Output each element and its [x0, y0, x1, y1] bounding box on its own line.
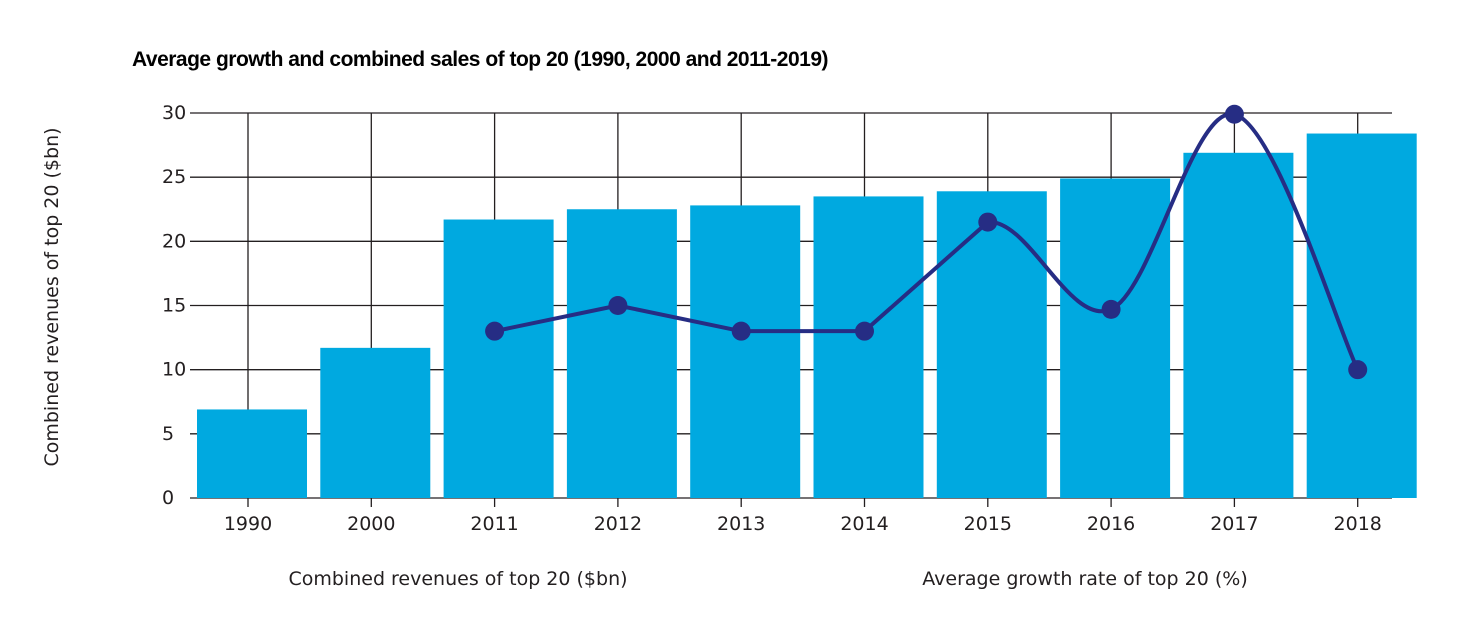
bar: [1306, 133, 1417, 499]
bar: [566, 209, 677, 498]
x-tick-label: 2000: [347, 513, 395, 535]
y-axis-title: Combined revenues of top 20 ($bn): [41, 127, 63, 466]
bar: [1060, 178, 1171, 498]
x-tick-label: 1990: [224, 513, 272, 535]
y-tick-label: 20: [162, 230, 186, 252]
bar: [1183, 152, 1294, 499]
legend-label: Combined revenues of top 20 ($bn): [288, 568, 627, 590]
x-tick-label: 2015: [964, 513, 1012, 535]
line-point: [731, 321, 751, 341]
line-path: [494, 112, 1360, 371]
bar: [197, 409, 307, 498]
x-tick-label: 2013: [717, 513, 765, 535]
x-tick-label: 2017: [1210, 513, 1258, 535]
y-tick-label: 25: [162, 166, 186, 188]
line-point: [1224, 104, 1244, 124]
bar: [936, 191, 1047, 499]
line-point: [978, 212, 998, 232]
y-tick-label: 10: [162, 359, 186, 381]
bar-series: [197, 133, 1417, 499]
legend: Combined revenues of top 20 ($bn) Average…: [288, 568, 1247, 590]
y-tick-label: 15: [162, 295, 186, 317]
y-axis: 0 5 10 15 20 25 30: [162, 102, 186, 509]
legend-label: Average growth rate of top 20 (%): [922, 568, 1247, 590]
chart-title: Average growth and combined sales of top…: [132, 48, 829, 71]
line-point: [608, 296, 628, 315]
line-point: [1348, 360, 1368, 380]
y-tick-label: 0: [162, 487, 174, 509]
y-tick-label: 5: [162, 423, 174, 445]
bar: [320, 347, 431, 498]
x-tick-label: 2012: [594, 513, 642, 535]
bar: [690, 205, 801, 498]
x-tick-label: 2016: [1087, 513, 1135, 535]
x-tick-label: 2011: [470, 513, 518, 535]
line-series: [485, 104, 1368, 380]
x-axis: 1990 2000 2011 2012 2013 2014 2015 2016 2017 2018: [224, 513, 1382, 535]
y-tick-label: 30: [162, 102, 186, 124]
line-point: [485, 321, 505, 341]
bar: [443, 219, 554, 498]
x-tick-label: 2014: [840, 513, 888, 535]
line-point: [855, 321, 874, 341]
bar: [813, 196, 924, 498]
x-tick-label: 2018: [1334, 513, 1382, 535]
line-point: [1101, 299, 1121, 319]
